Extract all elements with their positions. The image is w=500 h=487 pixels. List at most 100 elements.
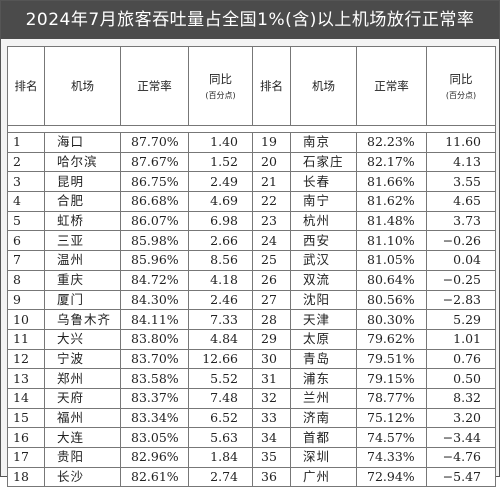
airport-cell: 昆明 — [44, 171, 121, 193]
table-row: 11 大兴 83.80% 4.84 29 太原 79.62% 1.01 — [7, 328, 496, 350]
rank-cell: 6 — [7, 230, 45, 252]
airport-cell: 广州 — [290, 466, 357, 487]
airport-cell: 乌鲁木齐 — [44, 309, 121, 330]
airport-cell: 南宁 — [290, 191, 357, 212]
table-row: 4 合肥 86.68% 4.69 22 南宁 81.62% 4.65 — [7, 191, 496, 212]
column-header: 同比 (百分点) — [426, 46, 496, 126]
airport-cell: 兰州 — [290, 387, 357, 409]
header-row: 排名 机场 正常率 同比 (百分点) 排名 机场 正常率 同比 (百分点) — [7, 46, 496, 126]
table-row: 3 昆明 86.75% 2.49 21 长春 81.66% 3.55 — [7, 171, 496, 193]
yoy-cell: 4.65 — [426, 191, 496, 212]
airport-cell: 南京 — [290, 132, 357, 153]
yoy-cell: 3.20 — [426, 407, 496, 429]
yoy-cell: 5.52 — [188, 368, 253, 389]
airport-cell: 大兴 — [44, 328, 121, 350]
column-sublabel: (百分点) — [445, 91, 477, 100]
rank-cell: 22 — [252, 191, 291, 212]
rate-cell: 86.68% — [120, 191, 189, 212]
column-header: 排名 — [7, 46, 45, 126]
yoy-cell: 4.13 — [426, 151, 496, 173]
rate-cell: 81.62% — [356, 191, 427, 212]
airport-cell: 合肥 — [44, 191, 121, 212]
rank-cell: 18 — [7, 466, 45, 487]
airport-cell: 杭州 — [290, 210, 357, 232]
yoy-cell: 0.04 — [426, 250, 496, 271]
rate-cell: 87.67% — [120, 151, 189, 173]
airport-cell: 双流 — [290, 269, 357, 291]
rate-cell: 72.94% — [356, 466, 427, 487]
column-label: 机场 — [71, 79, 94, 93]
yoy-cell: 1.84 — [188, 447, 253, 468]
column-header: 正常率 — [356, 46, 427, 126]
rate-cell: 87.70% — [120, 132, 189, 153]
rate-cell: 79.15% — [356, 368, 427, 389]
rank-cell: 33 — [252, 407, 291, 429]
rank-cell: 10 — [7, 309, 45, 330]
yoy-cell: −0.25 — [426, 269, 496, 291]
column-sublabel: (百分点) — [205, 91, 236, 100]
table-row: 7 温州 85.96% 8.56 25 武汉 81.05% 0.04 — [7, 250, 496, 271]
rate-cell: 82.96% — [120, 447, 189, 468]
table-row: 10 乌鲁木齐 84.11% 7.33 28 天津 80.30% 5.29 — [7, 309, 496, 330]
airport-cell: 济南 — [290, 407, 357, 429]
rank-cell: 31 — [252, 368, 291, 389]
rate-cell: 82.23% — [356, 132, 427, 153]
rate-cell: 81.48% — [356, 210, 427, 232]
rank-cell: 24 — [252, 230, 291, 252]
airport-cell: 虹桥 — [44, 210, 121, 232]
yoy-cell: 12.66 — [188, 348, 253, 370]
rank-cell: 2 — [7, 151, 45, 173]
yoy-cell: 1.40 — [188, 132, 253, 153]
rate-cell: 83.70% — [120, 348, 189, 370]
rank-cell: 1 — [7, 132, 45, 153]
yoy-cell: 5.63 — [188, 427, 253, 448]
rank-cell: 30 — [252, 348, 291, 370]
rank-cell: 3 — [7, 171, 45, 193]
spacer-row — [7, 125, 496, 133]
rank-cell: 34 — [252, 427, 291, 448]
rate-cell: 79.62% — [356, 328, 427, 350]
rank-cell: 15 — [7, 407, 45, 429]
table-row: 15 福州 83.34% 6.52 33 济南 75.12% 3.20 — [7, 407, 496, 429]
rate-cell: 82.61% — [120, 466, 189, 487]
column-header: 机场 — [290, 46, 357, 126]
rank-cell: 19 — [252, 132, 291, 153]
rate-cell: 80.56% — [356, 289, 427, 311]
airport-cell: 大连 — [44, 427, 121, 448]
rank-cell: 12 — [7, 348, 45, 370]
airport-cell: 武汉 — [290, 250, 357, 271]
rate-cell: 85.96% — [120, 250, 189, 271]
airport-cell: 厦门 — [44, 289, 121, 311]
table-body: 1 海口 87.70% 1.40 19 南京 82.23% 11.60 2 哈尔滨 87.67% 1.… — [7, 125, 496, 487]
table: 排名 机场 正常率 同比 (百分点) 排名 机场 正常率 同比 (百分点) 1 海口 87.70% 1.… — [7, 46, 496, 487]
yoy-cell: 2.66 — [188, 230, 253, 252]
rank-cell: 20 — [252, 151, 291, 173]
rate-cell: 75.12% — [356, 407, 427, 429]
yoy-cell: 3.55 — [426, 171, 496, 193]
airport-cell: 温州 — [44, 250, 121, 271]
yoy-cell: 0.76 — [426, 348, 496, 370]
rank-cell: 29 — [252, 328, 291, 350]
rate-cell: 83.34% — [120, 407, 189, 429]
rank-cell: 26 — [252, 269, 291, 291]
rate-cell: 82.17% — [356, 151, 427, 173]
rank-cell: 5 — [7, 210, 45, 232]
column-label: 机场 — [312, 79, 335, 93]
rank-cell: 4 — [7, 191, 45, 212]
column-header: 排名 — [252, 46, 291, 126]
rank-cell: 27 — [252, 289, 291, 311]
column-header: 机场 — [44, 46, 121, 126]
yoy-cell: 1.01 — [426, 328, 496, 350]
rank-cell: 32 — [252, 387, 291, 409]
yoy-cell: −2.83 — [426, 289, 496, 311]
yoy-cell: 7.33 — [188, 309, 253, 330]
rate-cell: 80.64% — [356, 269, 427, 291]
rate-cell: 83.37% — [120, 387, 189, 409]
rate-cell: 84.11% — [120, 309, 189, 330]
yoy-cell: −0.26 — [426, 230, 496, 252]
airport-cell: 沈阳 — [290, 289, 357, 311]
rank-cell: 17 — [7, 447, 45, 468]
rate-cell: 86.75% — [120, 171, 189, 193]
yoy-cell: 0.50 — [426, 368, 496, 389]
